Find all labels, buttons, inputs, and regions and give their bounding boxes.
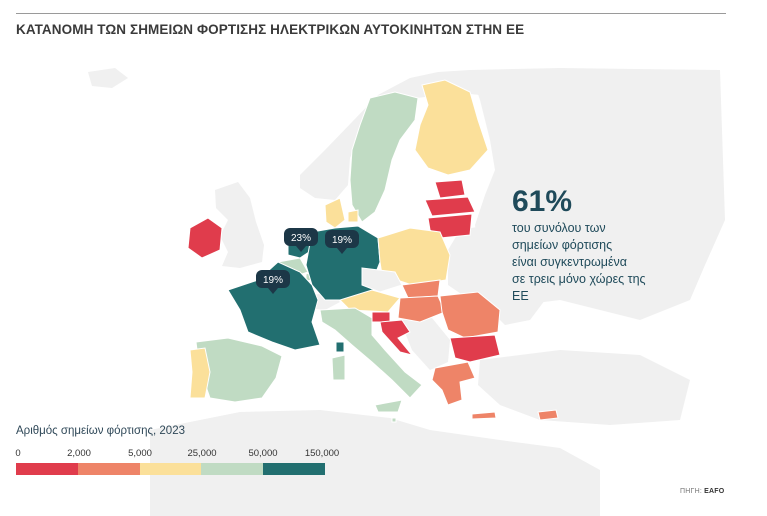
callout-france-pointer — [268, 288, 278, 294]
callout-france-label: 19% — [263, 275, 283, 286]
north-africa-shape — [150, 410, 600, 516]
bulgaria-shape — [449, 334, 501, 363]
callout-netherlands: 23% — [284, 228, 318, 252]
callouts: 23% 19% 19% — [256, 228, 359, 294]
greece-shape — [431, 361, 476, 406]
balkans-shape — [400, 318, 450, 370]
stat-box: 61% του συνόλου των σημείων φόρτισης είν… — [512, 186, 712, 305]
legend-title: Αριθμός σημείων φόρτισης, 2023 — [16, 425, 185, 437]
romania-shape — [439, 291, 501, 339]
legend-tick: 2,000 — [67, 448, 91, 459]
ireland-shape — [187, 217, 223, 259]
eu-countries — [187, 79, 559, 423]
corsica-shape — [335, 341, 345, 353]
legend-swatch — [16, 463, 78, 475]
legend-swatch — [263, 463, 325, 475]
map-title: ΚΑΤΑΝΟΜΗ ΤΩΝ ΣΗΜΕΙΩΝ ΦΟΡΤΙΣΗΣ ΗΛΕΚΤΡΙΚΩΝ… — [16, 22, 525, 37]
slovenia-shape — [371, 311, 391, 323]
italy-shape — [319, 307, 423, 399]
uk-shape — [215, 182, 264, 268]
callout-netherlands-box — [284, 228, 318, 246]
callout-netherlands-pointer — [296, 246, 306, 252]
callout-france-box — [256, 270, 290, 288]
crete-shape — [471, 411, 497, 420]
non-eu-land — [88, 68, 725, 516]
czechia-shape — [361, 267, 403, 293]
denmark-island-shape — [347, 209, 359, 223]
russia-shape — [470, 68, 725, 320]
stat-text: του συνόλου των σημείων φόρτισης είναι σ… — [512, 221, 646, 303]
callout-france: 19% — [256, 270, 290, 294]
denmark-shape — [324, 197, 346, 229]
iceland-shape — [88, 68, 128, 88]
legend-swatch — [77, 463, 140, 475]
portugal-shape — [189, 347, 211, 399]
croatia-shape — [379, 319, 414, 356]
legend-tick: 5,000 — [128, 448, 152, 459]
source-label: ΠΗΓΗ: — [680, 488, 702, 495]
legend-tick: 150,000 — [304, 448, 340, 459]
turkey-shape — [478, 350, 690, 425]
latvia-shape — [424, 196, 476, 217]
legend-tick: 50,000 — [248, 448, 278, 459]
france-shape — [227, 261, 321, 351]
callout-germany-pointer — [337, 248, 347, 254]
cyprus-shape — [537, 409, 559, 421]
finland-shape — [414, 79, 489, 176]
legend-tick: 25,000 — [187, 448, 217, 459]
callout-germany-box — [325, 230, 359, 248]
legend-color-bar — [16, 463, 325, 475]
callout-germany-label: 19% — [332, 235, 352, 246]
callout-germany: 19% — [325, 230, 359, 254]
poland-shape — [377, 227, 451, 286]
malta-shape — [391, 417, 397, 423]
sardinia-shape — [331, 354, 346, 381]
sweden-shape — [349, 91, 419, 223]
source-note: ΠΗΓΗ: EAFO — [680, 488, 724, 495]
source-name: EAFO — [704, 488, 725, 495]
hungary-shape — [397, 295, 446, 323]
legend-ticks: 0 2,000 5,000 25,000 50,000 150,000 — [0, 448, 767, 462]
top-rule — [16, 13, 726, 14]
sicily-shape — [374, 399, 403, 413]
callout-netherlands-label: 23% — [291, 233, 311, 244]
legend-swatch — [201, 463, 264, 475]
legend-swatch — [139, 463, 202, 475]
legend-tick: 0 — [15, 448, 21, 459]
estonia-shape — [434, 179, 466, 199]
stat-value: 61% — [512, 185, 573, 218]
